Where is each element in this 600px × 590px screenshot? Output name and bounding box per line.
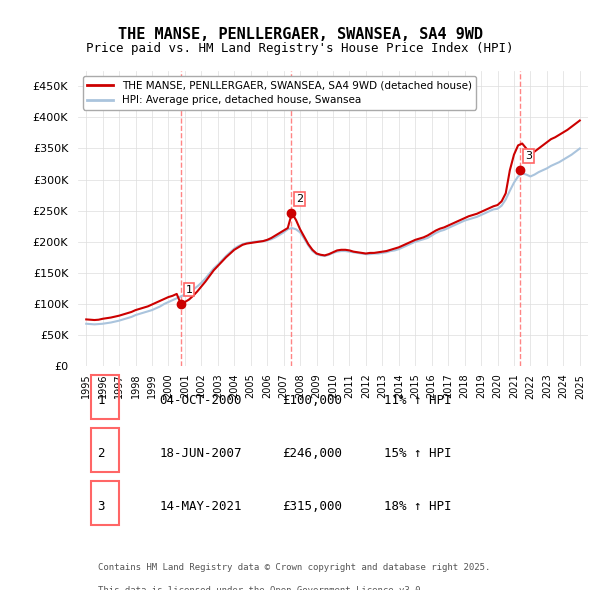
Text: £100,000: £100,000 bbox=[282, 394, 342, 407]
Text: 14-MAY-2021: 14-MAY-2021 bbox=[160, 500, 242, 513]
Text: 18% ↑ HPI: 18% ↑ HPI bbox=[384, 500, 452, 513]
Text: Price paid vs. HM Land Registry's House Price Index (HPI): Price paid vs. HM Land Registry's House … bbox=[86, 42, 514, 55]
Text: THE MANSE, PENLLERGAER, SWANSEA, SA4 9WD: THE MANSE, PENLLERGAER, SWANSEA, SA4 9WD bbox=[118, 27, 482, 41]
Text: 04-OCT-2000: 04-OCT-2000 bbox=[160, 394, 242, 407]
Legend: THE MANSE, PENLLERGAER, SWANSEA, SA4 9WD (detached house), HPI: Average price, d: THE MANSE, PENLLERGAER, SWANSEA, SA4 9WD… bbox=[83, 76, 476, 110]
Text: £315,000: £315,000 bbox=[282, 500, 342, 513]
Text: 1: 1 bbox=[97, 394, 105, 407]
Text: Contains HM Land Registry data © Crown copyright and database right 2025.: Contains HM Land Registry data © Crown c… bbox=[98, 563, 491, 572]
Text: £246,000: £246,000 bbox=[282, 447, 342, 460]
Text: 3: 3 bbox=[525, 151, 532, 161]
Text: 3: 3 bbox=[97, 500, 105, 513]
Text: 1: 1 bbox=[186, 285, 193, 294]
Text: 15% ↑ HPI: 15% ↑ HPI bbox=[384, 447, 452, 460]
Text: 18-JUN-2007: 18-JUN-2007 bbox=[160, 447, 242, 460]
Text: This data is licensed under the Open Government Licence v3.0.: This data is licensed under the Open Gov… bbox=[98, 586, 426, 590]
Text: 2: 2 bbox=[97, 447, 105, 460]
Text: 2: 2 bbox=[296, 194, 303, 204]
Text: 11% ↑ HPI: 11% ↑ HPI bbox=[384, 394, 452, 407]
